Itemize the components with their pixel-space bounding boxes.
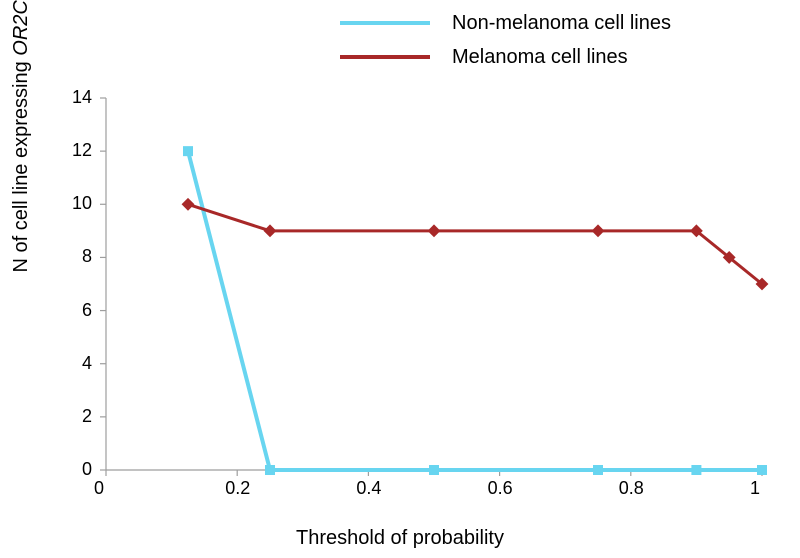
y-tick-label: 6 <box>82 300 92 321</box>
legend-label: Melanoma cell lines <box>452 46 628 69</box>
y-axis-label: N of cell line expressing OR2C3 <box>10 0 33 273</box>
legend: Non-melanoma cell lines Melanoma cell li… <box>340 6 760 74</box>
legend-label: Non-melanoma cell lines <box>452 12 671 35</box>
y-tick-label: 0 <box>82 459 92 480</box>
legend-item-nonmelanoma: Non-melanoma cell lines <box>340 6 760 40</box>
chart-root: Non-melanoma cell lines Melanoma cell li… <box>0 0 800 558</box>
y-tick-label: 12 <box>72 140 92 161</box>
legend-swatch <box>340 21 430 25</box>
x-tick-label: 0 <box>94 478 104 499</box>
y-tick-label: 10 <box>72 193 92 214</box>
legend-item-melanoma: Melanoma cell lines <box>340 40 760 74</box>
y-tick-label: 4 <box>82 353 92 374</box>
y-tick-label: 2 <box>82 406 92 427</box>
x-tick-label: 0.6 <box>488 478 513 499</box>
x-tick-label: 0.8 <box>619 478 644 499</box>
x-axis-label: Threshold of probability <box>0 527 800 550</box>
y-tick-label: 8 <box>82 246 92 267</box>
legend-swatch <box>340 55 430 59</box>
x-tick-label: 0.4 <box>356 478 381 499</box>
plot-area <box>98 90 770 478</box>
y-tick-label: 14 <box>72 87 92 108</box>
x-tick-label: 1 <box>750 478 760 499</box>
x-tick-label: 0.2 <box>225 478 250 499</box>
